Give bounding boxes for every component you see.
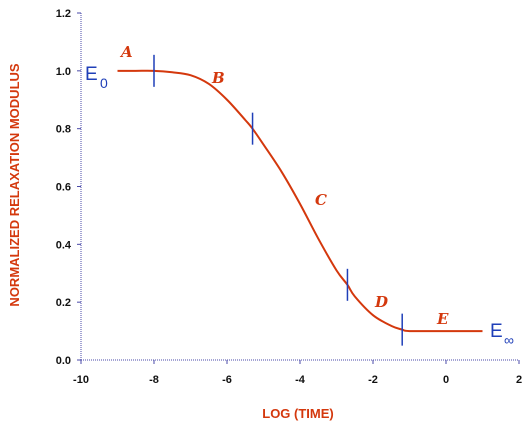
y-tick-label: 1.2 bbox=[56, 8, 71, 20]
region-c-label: C bbox=[315, 191, 327, 209]
tick-layer: -10 -8 -6 -4 -2 0 2 0.0 0.2 0.4 0.6 0.8 1.0 1.2 bbox=[56, 8, 522, 386]
x-tick-label: -4 bbox=[295, 374, 306, 386]
x-tick-label: 0 bbox=[443, 374, 449, 386]
marker-layer bbox=[153, 54, 403, 346]
x-axis-title: LOG (TIME) bbox=[262, 406, 334, 421]
x-tick-label: -8 bbox=[149, 374, 159, 386]
e-infinity-subscript: ∞ bbox=[504, 332, 514, 348]
region-e-label: E bbox=[436, 310, 449, 328]
x-tick-label: -6 bbox=[222, 374, 232, 386]
region-d-label: D bbox=[374, 293, 388, 311]
e-zero-subscript: 0 bbox=[100, 75, 108, 91]
x-tick-label: -2 bbox=[368, 374, 378, 386]
axis-layer bbox=[80, 13, 519, 361]
e-infinity-label: E bbox=[490, 321, 503, 342]
x-tick-label: -10 bbox=[73, 374, 89, 386]
x-tick-label: 2 bbox=[516, 374, 522, 386]
region-b-label: B bbox=[211, 69, 225, 87]
y-tick-label: 0.4 bbox=[56, 239, 72, 251]
y-tick-label: 0.8 bbox=[56, 124, 71, 136]
relaxation-curve bbox=[117, 69, 483, 333]
y-tick-label: 0.6 bbox=[56, 182, 71, 194]
e-zero-label: E bbox=[85, 64, 98, 85]
y-axis-title: NORMALIZED RELAXATION MODULUS bbox=[7, 63, 22, 306]
y-tick-label: 1.0 bbox=[56, 66, 71, 78]
region-a-label: A bbox=[119, 43, 133, 61]
y-tick-label: 0.2 bbox=[56, 297, 71, 309]
y-tick-label: 0.0 bbox=[56, 355, 71, 367]
